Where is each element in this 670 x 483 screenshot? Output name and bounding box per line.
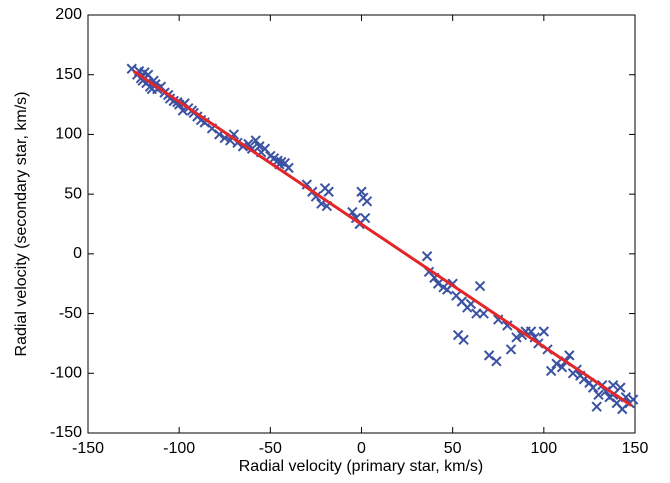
point xyxy=(359,212,371,224)
point xyxy=(421,251,433,262)
point xyxy=(551,358,562,369)
x-tick-label: -100 xyxy=(163,440,195,457)
point xyxy=(361,196,373,207)
y-tick-label: 150 xyxy=(55,66,82,83)
x-tick-label: -150 xyxy=(72,440,104,457)
point xyxy=(587,382,599,393)
y-tick-label: 100 xyxy=(55,126,82,143)
point xyxy=(323,186,334,197)
point xyxy=(310,191,322,202)
point xyxy=(491,356,502,367)
x-tick-label: -50 xyxy=(259,440,282,457)
x-tick-label: 150 xyxy=(622,440,649,457)
point xyxy=(155,81,167,92)
point xyxy=(591,401,602,412)
point xyxy=(556,362,568,373)
y-tick-label: -150 xyxy=(50,424,82,441)
point xyxy=(529,332,540,343)
point xyxy=(432,278,444,289)
y-tick-label: -100 xyxy=(50,365,82,382)
x-axis-label: Radial velocity (primary star, km/s) xyxy=(239,458,484,475)
y-tick-label: 50 xyxy=(64,185,82,202)
point xyxy=(627,394,639,405)
y-tick-label: 200 xyxy=(55,6,82,23)
x-tick-label: 100 xyxy=(530,440,557,457)
point xyxy=(254,141,265,152)
point xyxy=(283,162,294,174)
y-tick-label: 0 xyxy=(73,245,82,262)
point xyxy=(545,365,557,377)
point xyxy=(301,179,313,190)
point xyxy=(617,403,628,415)
point xyxy=(250,135,261,146)
point xyxy=(511,332,522,343)
y-axis-label: Radial velocity (secondary star, km/s) xyxy=(13,92,30,357)
x-tick-label: 50 xyxy=(444,440,462,457)
point xyxy=(593,389,604,400)
point xyxy=(474,280,486,292)
point xyxy=(615,382,626,393)
point xyxy=(538,326,550,337)
fit-line xyxy=(132,69,633,407)
point xyxy=(458,334,469,346)
y-tick-label: -50 xyxy=(59,305,82,322)
point xyxy=(478,308,489,319)
point xyxy=(505,344,517,355)
point xyxy=(564,350,575,361)
point xyxy=(259,143,271,154)
x-tick-label: 0 xyxy=(357,440,366,457)
point xyxy=(607,380,619,391)
point xyxy=(356,186,367,197)
